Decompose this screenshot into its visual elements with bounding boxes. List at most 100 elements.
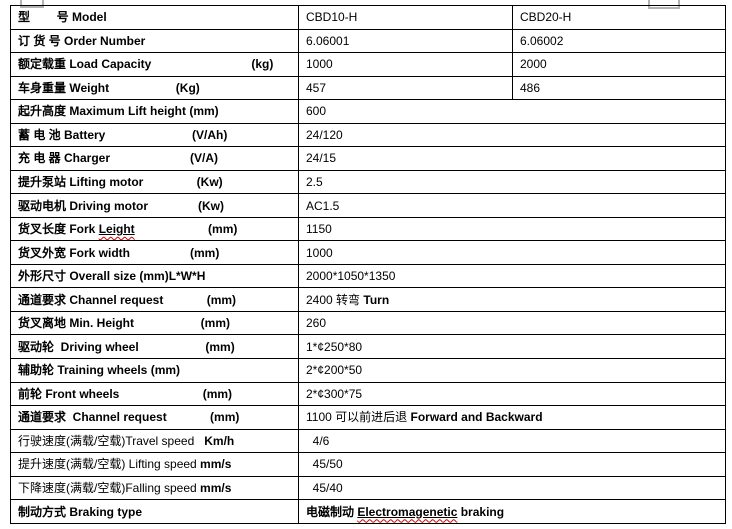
spec-label-lifting-speed[interactable]: 提升速度(满载/空载) Lifting speed mm/s xyxy=(10,452,299,477)
value-text: 2*¢300*75 xyxy=(306,386,363,401)
spec-label-braking-type[interactable]: 制动方式 Braking type xyxy=(10,499,299,524)
spec-value-training-wheels[interactable]: 2*¢200*50 xyxy=(298,357,726,383)
value-text: Forward and Backward xyxy=(410,410,543,425)
spec-value-lifting-motor[interactable]: 2.5 xyxy=(298,169,726,195)
table-row-weight: 车身重量 Weight (Kg) 457 486 xyxy=(10,75,726,101)
spec-value-min-height[interactable]: 260 xyxy=(298,310,726,336)
label-text: 蓄 电 池 Battery (V/Ah) xyxy=(18,127,228,142)
value-text: 486 xyxy=(520,80,541,95)
label-text: mm/s xyxy=(200,480,232,495)
spec-value-load-capacity-model1[interactable]: 1000 xyxy=(298,52,513,77)
value-text: 4/6 xyxy=(306,433,330,448)
value-text: 2000 xyxy=(520,57,547,72)
spec-value-fork-length[interactable]: 1150 xyxy=(298,216,726,242)
spec-label-min-height[interactable]: 货叉离地 Min. Height (mm) xyxy=(10,310,299,336)
spec-label-overall-size[interactable]: 外形尺寸 Overall size (mm)L*W*H xyxy=(10,263,299,289)
spec-value-order-number-model1[interactable]: 6.06001 xyxy=(298,28,513,54)
spec-label-fork-width[interactable]: 货叉外宽 Fork width (mm) xyxy=(10,240,299,265)
table-row-battery: 蓄 电 池 Battery (V/Ah) 24/120 xyxy=(10,122,726,148)
value-text: 1000 xyxy=(306,57,333,72)
value-text: braking xyxy=(457,504,505,519)
spec-value-channel-request-straight[interactable]: 1100 可以前进后退 Forward and Backward xyxy=(298,405,726,430)
spec-label-driving-motor[interactable]: 驱动电机 Driving motor (Kw) xyxy=(10,193,299,218)
label-text: 通道要求 Channel request (mm) xyxy=(18,292,237,307)
spec-value-driving-motor[interactable]: AC1.5 xyxy=(298,193,726,218)
value-text: 6.06002 xyxy=(520,33,564,48)
spec-value-front-wheels[interactable]: 2*¢300*75 xyxy=(298,381,726,407)
spec-value-lifting-speed[interactable]: 45/50 xyxy=(298,452,726,477)
table-row-min-height: 货叉离地 Min. Height (mm) 260 xyxy=(10,310,726,336)
label-text: 货叉离地 Min. Height (mm) xyxy=(18,316,231,331)
spec-label-model[interactable]: 型 号 Model xyxy=(10,5,299,30)
table-row-overall-size: 外形尺寸 Overall size (mm)L*W*H 2000*1050*135… xyxy=(10,263,726,289)
label-text: 提升泵站 Lifting motor (Kw) xyxy=(18,174,223,189)
table-row-charger: 充 电 器 Charger (V/A) 24/15 xyxy=(10,146,726,171)
label-text: 订 货 号 Order Number xyxy=(18,33,146,48)
value-text: Turn xyxy=(363,292,390,307)
value-text: 1*¢250*80 xyxy=(306,339,363,354)
spec-label-travel-speed[interactable]: 行驶速度(满载/空载)Travel speed Km/h xyxy=(10,428,299,454)
table-row-braking-type: 制动方式 Braking type 电磁制动 Electromagenetic b… xyxy=(10,499,726,524)
spec-label-max-lift-height[interactable]: 起升高度 Maximum Lift height (mm) xyxy=(10,99,299,124)
spec-value-travel-speed[interactable]: 4/6 xyxy=(298,428,726,454)
value-text: 600 xyxy=(306,104,327,119)
spec-label-weight[interactable]: 车身重量 Weight (Kg) xyxy=(10,75,299,101)
spec-value-load-capacity-model2[interactable]: 2000 xyxy=(512,52,726,77)
spec-value-channel-request-turn[interactable]: 2400 转弯 Turn xyxy=(298,287,726,312)
value-text: 电磁制动 xyxy=(306,504,358,519)
value-text: 2400 转弯 xyxy=(306,292,364,307)
spec-label-channel-request-turn[interactable]: 通道要求 Channel request (mm) xyxy=(10,287,299,312)
value-text: 1000 xyxy=(306,245,333,260)
spec-value-battery[interactable]: 24/120 xyxy=(298,122,726,148)
spec-value-max-lift-height[interactable]: 600 xyxy=(298,99,726,124)
spec-label-charger[interactable]: 充 电 器 Charger (V/A) xyxy=(10,146,299,171)
table-row-max-lift-height: 起升高度 Maximum Lift height (mm) 600 xyxy=(10,99,726,124)
spec-label-channel-request-straight[interactable]: 通道要求 Channel request (mm) xyxy=(10,405,299,430)
value-text: 260 xyxy=(306,316,327,331)
table-row-lifting-motor: 提升泵站 Lifting motor (Kw) 2.5 xyxy=(10,169,726,195)
spec-label-front-wheels[interactable]: 前轮 Front wheels (mm) xyxy=(10,381,299,407)
table-row-falling-speed: 下降速度(满载/空载)Falling speed mm/s 45/40 xyxy=(10,475,726,501)
table-row-training-wheels: 辅助轮 Training wheels (mm) 2*¢200*50 xyxy=(10,357,726,383)
spec-value-falling-speed[interactable]: 45/40 xyxy=(298,475,726,501)
label-text: 型 号 Model xyxy=(18,10,107,25)
spec-value-charger[interactable]: 24/15 xyxy=(298,146,726,171)
spec-label-lifting-motor[interactable]: 提升泵站 Lifting motor (Kw) xyxy=(10,169,299,195)
spec-value-weight-model2[interactable]: 486 xyxy=(512,75,726,101)
spec-value-model-model2[interactable]: CBD20-H xyxy=(512,5,726,30)
spec-value-order-number-model2[interactable]: 6.06002 xyxy=(512,28,726,54)
value-text: 1100 可以前进后退 xyxy=(306,410,411,425)
spec-table-body: 型 号 Model CBD10-H CBD20-H 订 货 号 Order Numbe… xyxy=(10,5,726,524)
label-text: 行驶速度(满载/空载)Travel speed xyxy=(18,433,205,448)
spec-label-battery[interactable]: 蓄 电 池 Battery (V/Ah) xyxy=(10,122,299,148)
spec-label-load-capacity[interactable]: 额定载重 Load Capacity (kg) xyxy=(10,52,299,77)
spec-label-training-wheels[interactable]: 辅助轮 Training wheels (mm) xyxy=(10,357,299,383)
misspelled-word: Leight xyxy=(99,222,135,236)
table-row-lifting-speed: 提升速度(满载/空载) Lifting speed mm/s 45/50 xyxy=(10,452,726,477)
table-row-model: 型 号 Model CBD10-H CBD20-H xyxy=(10,5,726,30)
label-text: 充 电 器 Charger (V/A) xyxy=(18,151,219,166)
table-row-travel-speed: 行驶速度(满载/空载)Travel speed Km/h 4/6 xyxy=(10,428,726,454)
value-text: 45/40 xyxy=(306,480,343,495)
spec-value-braking-type[interactable]: 电磁制动 Electromagenetic braking xyxy=(298,499,726,524)
spec-label-driving-wheel[interactable]: 驱动轮 Driving wheel (mm) xyxy=(10,334,299,359)
spec-label-fork-length[interactable]: 货叉长度 Fork Leight (mm) xyxy=(10,216,299,242)
spec-label-falling-speed[interactable]: 下降速度(满载/空载)Falling speed mm/s xyxy=(10,475,299,501)
label-text: 外形尺寸 Overall size (mm)L*W*H xyxy=(18,269,206,284)
label-text: 驱动电机 Driving motor (Kw) xyxy=(18,198,225,213)
label-text: 前轮 Front wheels (mm) xyxy=(18,386,233,401)
spec-value-overall-size[interactable]: 2000*1050*1350 xyxy=(298,263,726,289)
value-text: AC1.5 xyxy=(306,198,340,213)
misspelled-word: Electromagenetic xyxy=(357,505,457,519)
spec-value-driving-wheel[interactable]: 1*¢250*80 xyxy=(298,334,726,359)
label-text: 货叉外宽 Fork width (mm) xyxy=(18,245,220,260)
spec-value-weight-model1[interactable]: 457 xyxy=(298,75,513,101)
spec-value-model-model1[interactable]: CBD10-H xyxy=(298,5,513,30)
spec-label-order-number[interactable]: 订 货 号 Order Number xyxy=(10,28,299,54)
value-text: 1150 xyxy=(306,222,332,237)
value-text: CBD20-H xyxy=(520,10,572,25)
spec-value-fork-width[interactable]: 1000 xyxy=(298,240,726,265)
value-text: CBD10-H xyxy=(306,10,358,25)
table-row-fork-length: 货叉长度 Fork Leight (mm) 1150 xyxy=(10,216,726,242)
table-row-driving-motor: 驱动电机 Driving motor (Kw) AC1.5 xyxy=(10,193,726,218)
